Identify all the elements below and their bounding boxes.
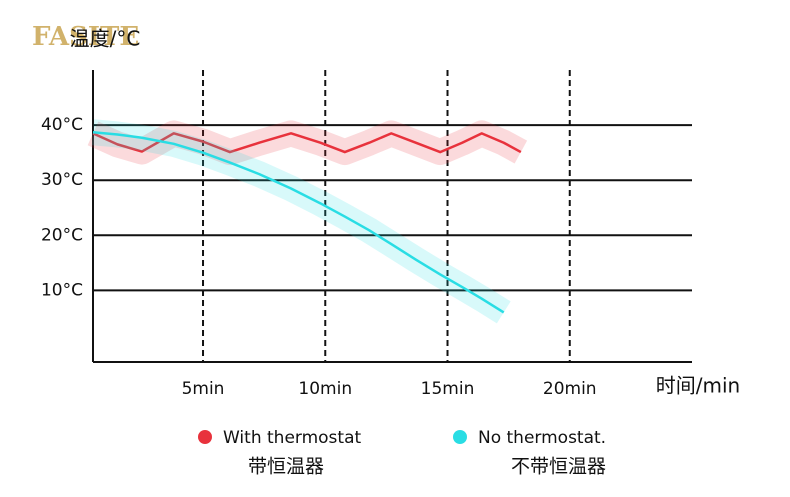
legend-label: No thermostat. xyxy=(478,428,606,448)
y-tick-label: 20°C xyxy=(41,225,83,245)
y-tick-label: 40°C xyxy=(41,115,83,135)
legend-label-cn: 带恒温器 xyxy=(248,456,324,478)
legend-marker xyxy=(453,430,467,444)
series-line xyxy=(92,131,505,314)
watermark: FASITE xyxy=(32,22,139,52)
legend-label-cn: 不带恒温器 xyxy=(511,456,606,478)
x-tick-label: 5min xyxy=(182,379,225,399)
y-tick-label: 30°C xyxy=(41,170,83,190)
x-tick-label: 10min xyxy=(298,379,352,399)
x-axis-label: 时间/min xyxy=(656,374,740,398)
y-axis-label: 温度/°C xyxy=(70,27,141,51)
y-tick-label: 10°C xyxy=(41,280,83,300)
x-tick-label: 20min xyxy=(543,379,597,399)
x-tick-label: 15min xyxy=(421,379,475,399)
series-line xyxy=(92,132,522,154)
legend-label: With thermostat xyxy=(223,428,361,448)
legend-marker xyxy=(198,430,212,444)
